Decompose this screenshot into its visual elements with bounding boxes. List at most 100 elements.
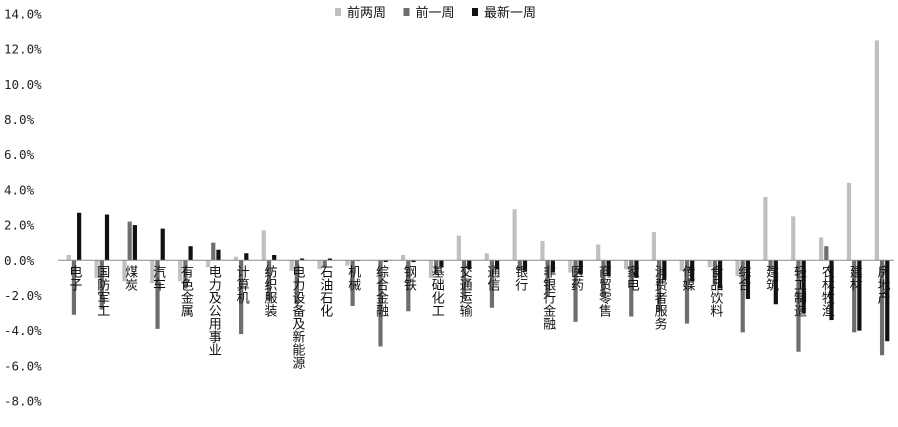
bar-two-weeks-ago xyxy=(596,244,601,261)
bar-two-weeks-ago xyxy=(205,260,211,268)
category-label: 消费者服务 xyxy=(652,265,668,330)
bar-two-weeks-ago xyxy=(66,255,71,261)
legend-label: 前一周 xyxy=(416,5,455,21)
category-label: 电子 xyxy=(66,265,82,291)
bar-previous-week xyxy=(796,260,801,352)
bar-previous-week xyxy=(71,260,77,315)
bar-previous-week xyxy=(322,260,327,268)
y-axis: 14.0% 12.0% 10.0% 8.0% 6.0% 4.0% 2.0% 0.0% -2.0%… xyxy=(4,7,42,409)
bar-latest-week xyxy=(717,260,723,289)
bar-latest-week xyxy=(104,214,110,261)
category-label: 建筑 xyxy=(763,265,779,292)
bar-two-weeks-ago xyxy=(122,260,127,282)
bar-latest-week xyxy=(606,260,611,277)
bar-previous-week xyxy=(879,260,885,356)
bar-previous-week xyxy=(601,260,606,298)
y-tick-label: 4.0% xyxy=(4,182,35,197)
category-label: 综合金融 xyxy=(373,265,389,317)
bar-previous-week xyxy=(573,260,578,322)
bar-two-weeks-ago xyxy=(735,260,740,277)
bar-two-weeks-ago xyxy=(763,196,768,261)
y-tick-label: 10.0% xyxy=(4,77,42,92)
bar-latest-week xyxy=(745,260,751,299)
bar-latest-week xyxy=(216,249,221,261)
bar-latest-week xyxy=(132,225,137,261)
category-label: 建材 xyxy=(847,265,863,291)
bar-latest-week xyxy=(522,260,528,271)
bar-two-weeks-ago xyxy=(150,260,155,284)
category-labels: 电子 国防军工 煤炭 汽车 有色金属 电力及公用事业 计算机 纺织服装 电力设备及新能源 石油石化… xyxy=(66,265,890,370)
category-label: 石油石化 xyxy=(317,265,333,318)
bar-previous-week xyxy=(489,260,495,308)
category-label: 国防军工 xyxy=(94,265,110,317)
category-label: 商贸零售 xyxy=(596,265,612,317)
bar-latest-week xyxy=(690,260,695,282)
bar-latest-week xyxy=(885,260,890,342)
bar-previous-week xyxy=(629,260,634,317)
category-label: 基础化工 xyxy=(429,265,445,317)
category-label: 银行 xyxy=(512,265,528,292)
bar-two-weeks-ago xyxy=(568,260,573,273)
bar-two-weeks-ago xyxy=(233,256,239,261)
bar-latest-week xyxy=(829,260,834,321)
y-tick-label: 0.0% xyxy=(4,253,35,268)
bar-latest-week xyxy=(299,258,305,261)
bar-previous-week xyxy=(378,260,383,347)
bar-two-weeks-ago xyxy=(791,216,796,261)
category-label: 农林牧渔 xyxy=(819,265,835,317)
bar-latest-week xyxy=(244,253,249,261)
category-label: 煤炭 xyxy=(122,265,138,292)
bar-previous-week xyxy=(740,260,745,333)
bar-latest-week xyxy=(411,260,416,263)
y-tick-label: -8.0% xyxy=(4,394,42,409)
bar-previous-week xyxy=(406,260,411,312)
bar-two-weeks-ago xyxy=(540,240,545,261)
bar-previous-week xyxy=(294,260,299,305)
bar-latest-week xyxy=(439,260,444,268)
bar-latest-week xyxy=(77,212,82,261)
bar-previous-week xyxy=(461,260,467,299)
category-label: 医药 xyxy=(568,265,584,291)
bar-previous-week xyxy=(266,260,272,301)
bar-two-weeks-ago xyxy=(707,260,712,268)
bar-two-weeks-ago xyxy=(651,232,657,261)
bar-two-weeks-ago xyxy=(846,182,852,261)
y-tick-label: -6.0% xyxy=(4,358,42,373)
bar-latest-week xyxy=(495,260,500,270)
bar-previous-week xyxy=(155,260,160,329)
category-label: 机械 xyxy=(345,265,361,291)
legend-swatch xyxy=(335,8,341,16)
bar-two-weeks-ago xyxy=(512,209,517,261)
category-label: 轻工制造 xyxy=(791,265,807,318)
bar-latest-week xyxy=(188,246,193,261)
category-label: 综合 xyxy=(735,265,751,291)
bar-latest-week xyxy=(578,260,583,275)
bar-previous-week xyxy=(824,246,829,261)
category-label: 家电 xyxy=(624,265,640,292)
legend-swatch xyxy=(403,8,410,16)
bar-two-weeks-ago xyxy=(289,260,294,271)
bar-two-weeks-ago xyxy=(679,260,684,271)
legend-swatch xyxy=(472,8,478,16)
category-label: 纺织服装 xyxy=(262,265,278,317)
bar-latest-week xyxy=(160,228,165,261)
category-label: 电力设备及新能源 xyxy=(289,265,305,369)
category-label: 汽车 xyxy=(150,265,166,291)
bar-previous-week xyxy=(545,260,550,298)
bar-previous-week xyxy=(434,260,439,275)
category-label: 非银行金融 xyxy=(540,265,556,330)
bar-latest-week xyxy=(383,260,388,263)
category-label: 传媒 xyxy=(680,265,696,291)
bar-latest-week xyxy=(272,255,277,261)
bar-two-weeks-ago xyxy=(623,260,629,270)
chart-legend: 前两周 前一周 最新一周 xyxy=(335,5,536,21)
y-tick-label: 2.0% xyxy=(4,218,35,233)
bar-latest-week xyxy=(467,260,472,270)
bar-two-weeks-ago xyxy=(874,40,879,261)
bar-two-weeks-ago xyxy=(819,237,824,261)
bar-previous-week xyxy=(768,260,773,271)
category-label: 房地产 xyxy=(875,265,891,306)
bars-group xyxy=(66,40,890,356)
bar-previous-week xyxy=(99,260,104,310)
y-tick-label: -4.0% xyxy=(4,323,42,338)
